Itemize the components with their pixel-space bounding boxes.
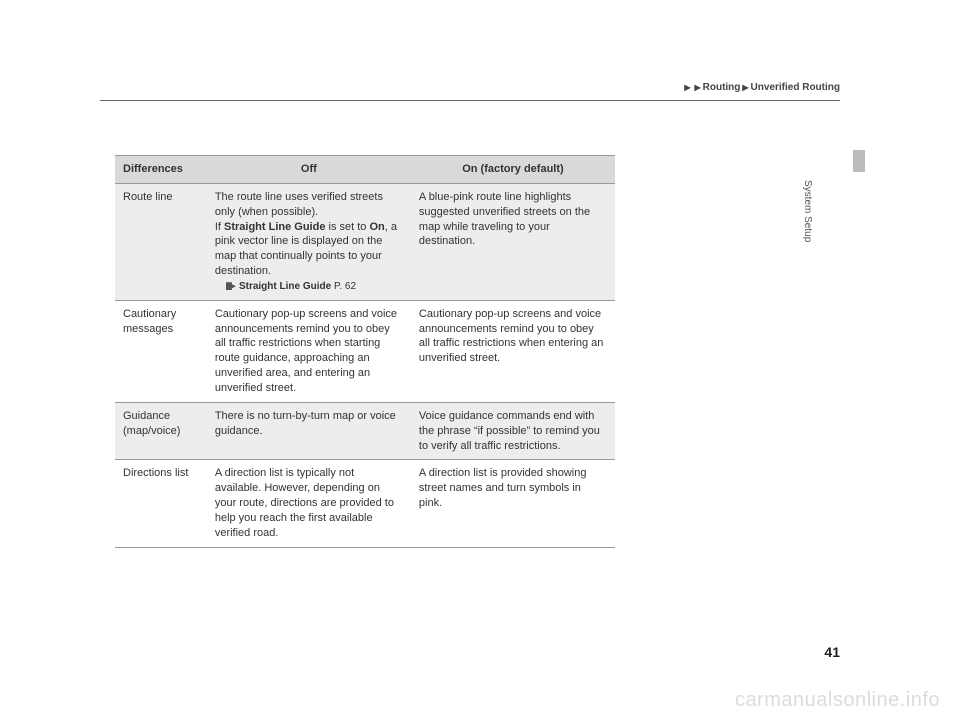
- page-number: 41: [824, 644, 840, 660]
- text: The route line uses verified streets onl…: [215, 191, 383, 218]
- text-bold: Straight Line Guide: [224, 221, 325, 233]
- text: If: [215, 221, 224, 233]
- triangle-icon: ▶: [684, 83, 690, 92]
- cell-off: The route line uses verified streets onl…: [207, 183, 411, 300]
- cell-label: Guidance (map/voice): [115, 402, 207, 460]
- table-row: Route line The route line uses verified …: [115, 183, 615, 300]
- table-row: Cautionary messages Cautionary pop-up sc…: [115, 300, 615, 402]
- xref-title: Straight Line Guide: [239, 281, 331, 292]
- watermark: carmanualsonline.info: [735, 689, 940, 712]
- header-on-suffix: (factory default): [478, 163, 564, 175]
- cell-on: Cautionary pop-up screens and voice anno…: [411, 300, 615, 402]
- table-header-row: Differences Off On (factory default): [115, 156, 615, 184]
- side-tab-marker: [853, 150, 865, 172]
- manual-page: ▶▶Routing▶Unverified Routing System Setu…: [0, 0, 960, 722]
- breadcrumb: ▶▶Routing▶Unverified Routing: [682, 82, 840, 93]
- cell-off: Cautionary pop-up screens and voice anno…: [207, 300, 411, 402]
- cell-on: A blue-pink route line highlights sugges…: [411, 183, 615, 300]
- xref-arrow-icon: [226, 282, 236, 290]
- text: is set to: [325, 221, 369, 233]
- breadcrumb-seg2: Unverified Routing: [751, 82, 840, 93]
- cell-label: Route line: [115, 183, 207, 300]
- breadcrumb-seg1: Routing: [703, 82, 741, 93]
- table-row: Directions list A direction list is typi…: [115, 460, 615, 547]
- header-differences: Differences: [115, 156, 207, 184]
- header-rule: [100, 100, 840, 101]
- header-off: Off: [207, 156, 411, 184]
- cell-off: There is no turn-by-turn map or voice gu…: [207, 402, 411, 460]
- header-on-prefix: On: [462, 163, 477, 175]
- text-bold: On: [369, 221, 384, 233]
- side-tab-label: System Setup: [802, 180, 813, 260]
- triangle-icon: ▶: [694, 83, 700, 92]
- side-tab: System Setup: [849, 150, 865, 240]
- xref-page: P. 62: [331, 281, 356, 292]
- triangle-icon: ▶: [742, 83, 748, 92]
- cell-on: Voice guidance commands end with the phr…: [411, 402, 615, 460]
- cell-on: A direction list is provided showing str…: [411, 460, 615, 547]
- header-on: On (factory default): [411, 156, 615, 184]
- cross-reference: Straight Line Guide P. 62: [215, 281, 356, 292]
- cell-label: Cautionary messages: [115, 300, 207, 402]
- cell-label: Directions list: [115, 460, 207, 547]
- table-row: Guidance (map/voice) There is no turn-by…: [115, 402, 615, 460]
- cell-off: A direction list is typically not availa…: [207, 460, 411, 547]
- differences-table: Differences Off On (factory default) Rou…: [115, 155, 615, 548]
